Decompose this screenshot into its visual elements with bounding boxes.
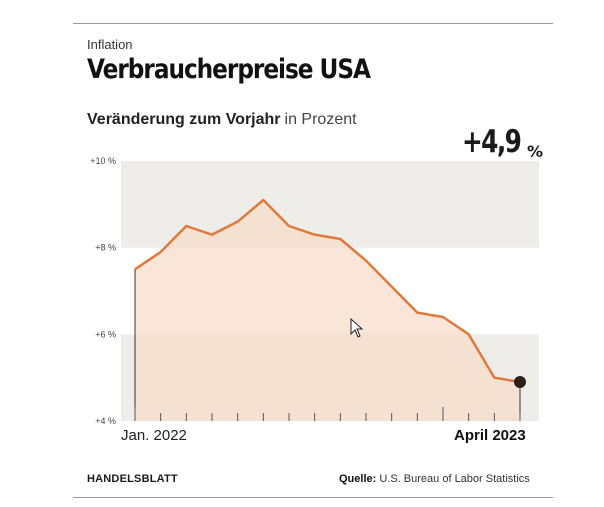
area-layer: [135, 200, 520, 421]
kicker: Inflation: [87, 37, 133, 52]
source-text: U.S. Bureau of Labor Statistics: [379, 473, 530, 485]
endpoint-marker: [514, 376, 526, 388]
chart-subtitle: Veränderung zum Vorjahr in Prozent: [87, 111, 357, 129]
bottom-rule: [73, 497, 553, 498]
chart-title: Verbraucherpreise USA: [87, 54, 371, 85]
y-tick-label: +10 %: [90, 156, 116, 166]
y-axis-ticks: +10 % +8 % +6 % +4 %: [90, 156, 116, 426]
y-tick-label: +6 %: [95, 329, 116, 339]
highlight-unit: %: [527, 142, 544, 161]
area-fill: [135, 200, 520, 421]
top-rule: [73, 23, 553, 24]
subtitle-unit: in Prozent: [284, 111, 357, 128]
line-layer: [134, 198, 521, 384]
mouse-cursor-icon: [350, 318, 364, 338]
series-line: [134, 198, 521, 384]
subtitle-bold: Veränderung zum Vorjahr: [87, 111, 281, 128]
highlight-value: +4,9%: [462, 124, 543, 161]
y-tick-label: +4 %: [95, 416, 116, 426]
source-label: Quelle:: [339, 473, 377, 485]
highlight-number: +4,9: [462, 124, 522, 160]
brand-logo-text: HANDELSBLATT: [87, 473, 178, 485]
x-label-start: Jan. 2022: [121, 427, 187, 444]
x-label-end: April 2023: [454, 427, 526, 444]
x-axis-ticks: [134, 269, 521, 421]
y-tick-label: +8 %: [95, 243, 116, 253]
source-note: Quelle: U.S. Bureau of Labor Statistics: [339, 473, 530, 485]
points-layer: [514, 376, 526, 388]
